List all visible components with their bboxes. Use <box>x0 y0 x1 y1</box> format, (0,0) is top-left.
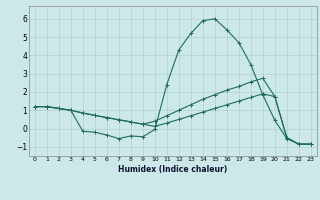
X-axis label: Humidex (Indice chaleur): Humidex (Indice chaleur) <box>118 165 228 174</box>
